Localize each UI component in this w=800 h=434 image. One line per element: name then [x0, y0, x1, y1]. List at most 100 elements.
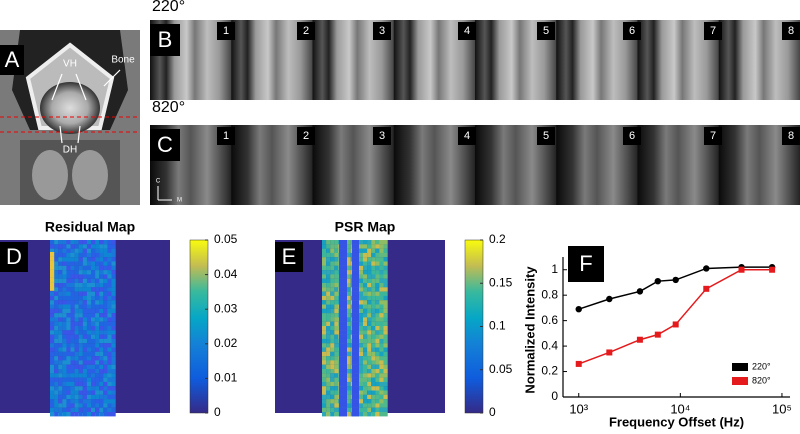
heatmap-cell — [70, 338, 75, 344]
heatmap-cell — [339, 364, 347, 370]
heatmap-cell — [339, 373, 347, 378]
heatmap-cell — [74, 330, 79, 335]
heatmap-cell — [86, 407, 92, 413]
heatmap-cell — [334, 304, 339, 309]
heatmap-cell — [346, 317, 351, 322]
heatmap-cell — [58, 248, 63, 253]
heatmap-cell — [363, 295, 368, 301]
heatmap-cell — [91, 369, 96, 374]
heatmap-cell — [346, 343, 351, 348]
heatmap-cell — [91, 403, 96, 408]
heatmap-cell — [339, 330, 347, 335]
x-tick-label: 10⁵ — [772, 401, 792, 416]
heatmap-cell — [111, 351, 116, 357]
heatmap-cell — [74, 338, 79, 344]
heatmap-cell — [367, 364, 372, 370]
heatmap-cell — [70, 295, 75, 301]
heatmap-cell — [358, 308, 364, 314]
heatmap-cell — [371, 356, 376, 361]
heatmap-cell — [352, 356, 359, 361]
heatmap-cell — [99, 381, 104, 387]
heatmap-cell — [54, 291, 59, 296]
heatmap-cell — [82, 373, 87, 378]
heatmap-cell — [50, 381, 55, 387]
heatmap-cell — [103, 407, 108, 413]
heatmap-cell — [363, 338, 368, 344]
heatmap-cell — [99, 287, 104, 292]
heatmap-cell — [363, 257, 368, 262]
heatmap-cell — [50, 295, 55, 301]
heatmap-cell — [363, 330, 368, 335]
heatmap-cell — [375, 304, 380, 309]
heatmap-cell — [58, 240, 63, 245]
data-point — [672, 276, 679, 284]
heatmap-cell — [358, 295, 364, 301]
heatmap-cell — [379, 394, 384, 400]
heatmap-cell — [66, 295, 71, 301]
heatmap-cell — [70, 356, 75, 361]
segment-number: 5 — [543, 25, 549, 37]
heatmap-cell — [62, 373, 67, 378]
heatmap-cell — [86, 265, 92, 271]
heatmap-cell — [99, 295, 104, 301]
heatmap-cell — [346, 334, 351, 339]
heatmap-cell — [358, 287, 364, 292]
heatmap-cell — [54, 407, 59, 413]
data-point — [575, 360, 582, 367]
heatmap-cell — [339, 252, 347, 258]
heatmap-cell — [111, 390, 116, 395]
heatmap-cell — [54, 412, 59, 417]
heatmap-cell — [358, 356, 364, 361]
heatmap-cell — [375, 317, 380, 322]
heatmap-cell — [50, 373, 55, 378]
heatmap-cell — [111, 399, 116, 404]
heatmap-cell — [322, 338, 327, 344]
y-tick-label: 0.6 — [541, 313, 558, 327]
heatmap-cell — [352, 300, 359, 305]
heatmap-cell — [375, 338, 380, 344]
heatmap-cell — [358, 300, 364, 305]
heatmap-cell — [58, 330, 63, 335]
heatmap-cell — [322, 412, 327, 417]
heatmap-cell — [54, 377, 59, 382]
heatmap-cell — [371, 317, 376, 322]
heatmap-cell — [339, 300, 347, 305]
heatmap-cell — [95, 300, 100, 305]
heatmap-cell — [58, 278, 63, 284]
heatmap-cell — [375, 369, 380, 374]
heatmap-cell — [66, 291, 71, 296]
heatmap-cell — [54, 381, 59, 387]
heatmap-cell — [358, 313, 364, 318]
heatmap-cell — [95, 343, 100, 348]
heatmap-cell — [346, 274, 351, 279]
heatmap-cell — [346, 278, 351, 284]
heatmap-cell — [78, 261, 83, 266]
heatmap-cell — [352, 412, 359, 417]
heatmap-cell — [330, 287, 335, 292]
heatmap-cell — [78, 399, 83, 404]
heatmap-cell — [371, 351, 376, 357]
heatmap-cell — [367, 265, 372, 271]
heatmap-cell — [99, 386, 104, 391]
heatmap-cell — [78, 295, 83, 301]
heatmap-cell — [383, 252, 388, 258]
heatmap-cell — [66, 304, 71, 309]
heatmap-cell — [62, 278, 67, 284]
heatmap-cell — [330, 364, 335, 370]
heatmap-cell — [111, 394, 116, 400]
heatmap-cell — [346, 360, 351, 365]
heatmap-cell — [358, 240, 364, 245]
heatmap-cell — [346, 261, 351, 266]
heatmap-cell — [339, 351, 347, 357]
heatmap-cell — [326, 295, 331, 301]
heatmap-cell — [58, 403, 63, 408]
heatmap-cell — [50, 351, 55, 357]
heatmap-cell — [91, 364, 96, 370]
heatmap-cell — [99, 261, 104, 266]
heatmap-cell — [54, 248, 59, 253]
heatmap-cell — [322, 313, 327, 318]
label-box — [275, 242, 303, 272]
heatmap-cell — [375, 381, 380, 387]
heatmap-cell — [371, 326, 376, 331]
heatmap-cell — [91, 373, 96, 378]
